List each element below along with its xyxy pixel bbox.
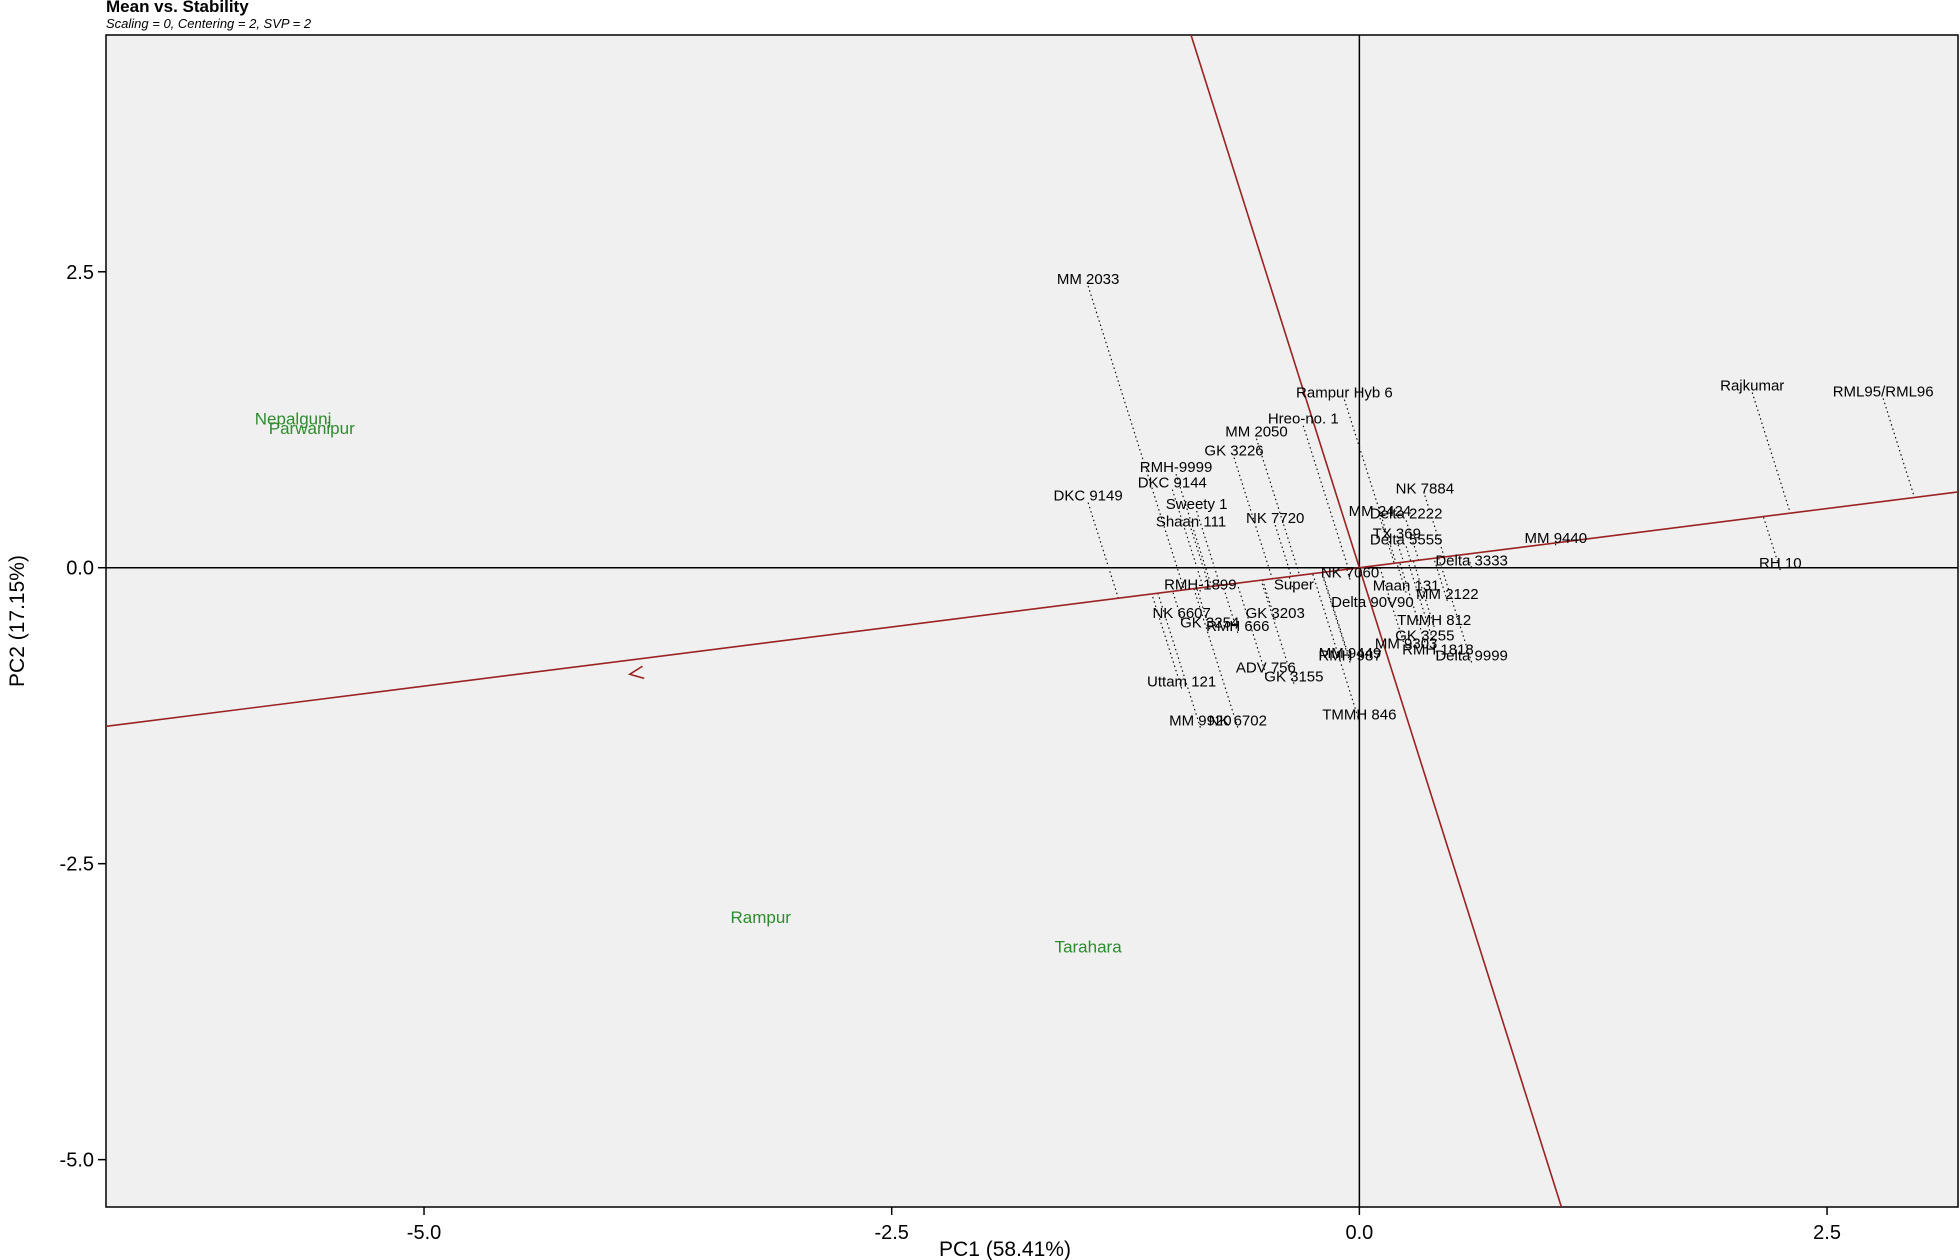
projection-line <box>1554 542 1557 546</box>
y-tick-label: -5.0 <box>60 1150 94 1172</box>
projection-line <box>1151 593 1183 689</box>
y-axis-label: PC2 (17.15%) <box>6 555 29 687</box>
genotype-label: NK 6607 <box>1152 605 1210 622</box>
genotype-label: Shaan 111 <box>1156 514 1226 531</box>
projection-line <box>1378 565 1407 651</box>
genotype-label: Delta 5555 <box>1370 531 1443 548</box>
projection-line <box>1343 399 1397 564</box>
plot-panel <box>105 34 1959 1208</box>
projection-line <box>1407 561 1439 657</box>
environment-label: Parwanipur <box>269 419 355 438</box>
projection-line <box>1433 558 1448 602</box>
projection-line <box>1424 495 1445 558</box>
projection-line <box>1437 557 1473 663</box>
projection-line <box>1762 516 1781 571</box>
genotype-label: MM 2050 <box>1225 424 1288 441</box>
genotype-label: NK 7060 <box>1321 565 1379 582</box>
genotype-label: RMH-9999 <box>1140 459 1213 476</box>
genotype-label: GK 3226 <box>1204 443 1263 460</box>
environment-label: Rampur <box>731 908 792 927</box>
genotype-label: MM 9440 <box>1525 530 1588 547</box>
x-tick-label: -5.0 <box>407 1222 441 1244</box>
projection-line <box>1193 588 1239 728</box>
genotype-label: TMMH 846 <box>1322 707 1396 724</box>
genotype-label: GK 3203 <box>1246 605 1305 622</box>
genotype-label: Delta 90V90 <box>1331 594 1414 611</box>
projection-line <box>1157 593 1201 728</box>
projection-line <box>1171 489 1204 588</box>
projection-line <box>1087 502 1119 599</box>
projection-line <box>1396 562 1407 593</box>
genotype-label: MM 9920 <box>1169 713 1232 730</box>
genotype-label: GK 3254 <box>1180 614 1239 631</box>
projection-line <box>1260 579 1295 684</box>
projection-line <box>1321 572 1351 661</box>
genotype-label: RMH 987 <box>1318 647 1381 664</box>
genotype-label: RMH 1818 <box>1402 642 1474 659</box>
genotype-label: Hreo-no. 1 <box>1268 411 1339 428</box>
genotype-label: Rajkumar <box>1720 378 1784 395</box>
projection-line <box>1312 573 1360 722</box>
genotype-label: DKC 9144 <box>1138 475 1207 492</box>
genotype-label: RH 10 <box>1759 555 1802 572</box>
projection-line <box>1399 562 1426 643</box>
projection-line <box>1175 474 1213 587</box>
genotype-label: MM 2033 <box>1057 271 1120 288</box>
genotype-label: NK 6702 <box>1209 713 1267 730</box>
genotype-label: NK 7884 <box>1396 481 1454 498</box>
y-tick-label: -2.5 <box>60 854 94 876</box>
genotype-label: TX 369 <box>1373 525 1421 542</box>
genotype-label: RML95/RML96 <box>1833 383 1934 400</box>
projection-line <box>1882 398 1915 498</box>
x-tick-label: 2.5 <box>1813 1222 1841 1244</box>
x-axis-label: PC1 (58.41%) <box>939 1238 1071 1260</box>
genotype-label: Uttam 121 <box>1147 673 1216 690</box>
genotype-label: GK 3255 <box>1395 627 1454 644</box>
projection-line <box>1346 569 1351 580</box>
environment-label: Nepalgunj <box>255 410 332 429</box>
genotype-label: Delta 9999 <box>1435 647 1508 664</box>
genotype-label: RMH 666 <box>1206 618 1269 635</box>
projection-line <box>1190 528 1210 587</box>
genotype-label: DKC 9149 <box>1054 488 1123 505</box>
genotype-label: TMMH 812 <box>1397 612 1471 629</box>
x-tick-label: -2.5 <box>874 1222 908 1244</box>
genotype-label: MM 9449 <box>1319 645 1382 662</box>
chart-title: Mean vs. Stability <box>106 0 249 16</box>
genotype-label: Delta 2222 <box>1370 505 1443 522</box>
genotype-label: Super <box>1274 576 1314 593</box>
genotype-label: Maan 131 <box>1373 578 1440 595</box>
environment-label: Tarahara <box>1055 938 1123 957</box>
genotype-label: GK 3155 <box>1264 669 1323 686</box>
genotype-label: MM 2122 <box>1416 586 1479 603</box>
projection-line <box>1379 517 1395 564</box>
projection-line <box>1396 540 1405 563</box>
projection-line <box>1222 584 1239 634</box>
genotype-label: MM 2424 <box>1349 503 1412 520</box>
projection-line <box>1172 591 1183 620</box>
aec-arrowhead <box>627 665 645 680</box>
projection-line <box>1255 438 1301 576</box>
genotype-label: NK 7720 <box>1246 510 1304 527</box>
genotype-label: Rampur Hyb 6 <box>1296 385 1393 402</box>
genotype-label: Sweety 1 <box>1166 496 1228 513</box>
y-tick-label: 0.0 <box>66 558 94 580</box>
aec-abscissa-line <box>106 491 1958 728</box>
y-tick-label: 2.5 <box>66 262 94 284</box>
genotype-label: MM 9303 <box>1375 636 1438 653</box>
x-tick-label: 0.0 <box>1345 1222 1373 1244</box>
projection-line <box>1198 587 1201 592</box>
genotype-label: ADV 756 <box>1236 659 1296 676</box>
genotype-label: RMH-1899 <box>1164 576 1237 593</box>
projection-line <box>1233 457 1273 579</box>
projection-line <box>1087 285 1185 591</box>
projection-line <box>1751 392 1791 514</box>
chart-subtitle: Scaling = 0, Centering = 2, SVP = 2 <box>106 16 312 31</box>
genotype-label: Delta 3333 <box>1435 553 1508 570</box>
aec-ordinate-line <box>1190 35 1563 1207</box>
